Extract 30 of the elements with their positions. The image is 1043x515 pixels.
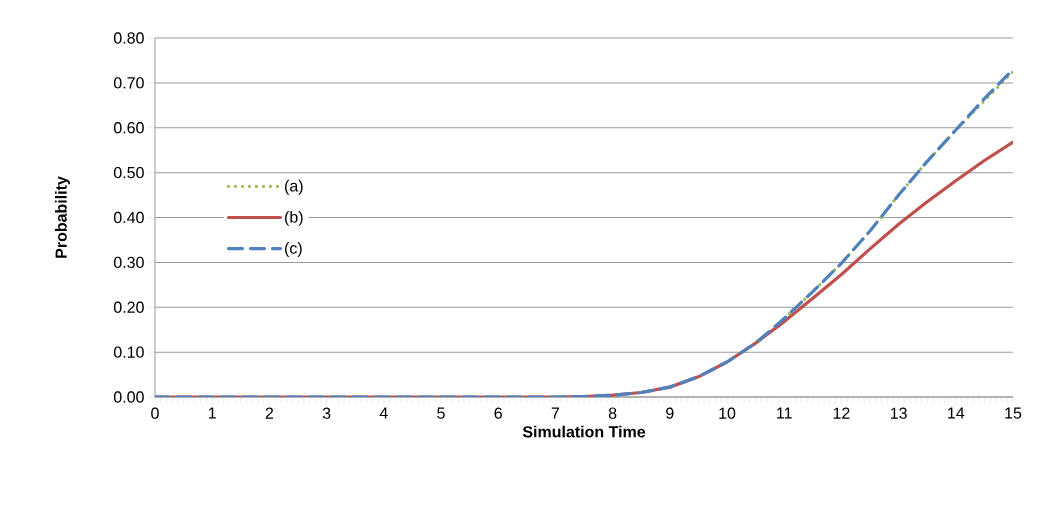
x-tick-label: 7: [551, 407, 560, 419]
x-tick-label: 12: [833, 407, 850, 419]
x-tick-label: 14: [948, 407, 965, 419]
x-tick-label: 8: [608, 407, 617, 419]
y-tick-label: 0.00: [113, 391, 144, 403]
y-tick-label: 0.70: [113, 77, 144, 89]
x-tick-label: 4: [379, 407, 388, 419]
legend-label: (a): [285, 179, 303, 195]
legend-label: (c): [285, 242, 302, 257]
y-tick-label: 0.40: [113, 211, 144, 224]
x-tick-label: 2: [265, 407, 274, 419]
y-tick-label: 0.60: [113, 122, 144, 134]
x-tick-label: 15: [1005, 407, 1022, 419]
x-tick-label: 1: [208, 407, 216, 419]
x-tick-label: 11: [777, 407, 792, 419]
y-tick-label: 0.50: [113, 166, 144, 179]
y-tick-label: 0.30: [113, 256, 144, 269]
x-tick-label: 0: [151, 407, 159, 419]
y-tick-label: 0.10: [113, 346, 144, 358]
x-tick-label: 6: [494, 407, 502, 419]
x-tick-label: 3: [322, 407, 331, 419]
x-tick-label: 10: [719, 407, 736, 419]
x-tick-label: 9: [666, 407, 674, 419]
y-axis-title: Probability: [55, 176, 70, 258]
x-tick-label: 5: [437, 407, 445, 419]
legend-label: (b): [285, 210, 303, 226]
y-tick-label: 0.20: [113, 301, 144, 313]
x-tick-label: 13: [890, 407, 907, 419]
y-tick-label: 0.80: [113, 32, 144, 44]
x-axis-title: Simulation Time: [522, 425, 646, 438]
